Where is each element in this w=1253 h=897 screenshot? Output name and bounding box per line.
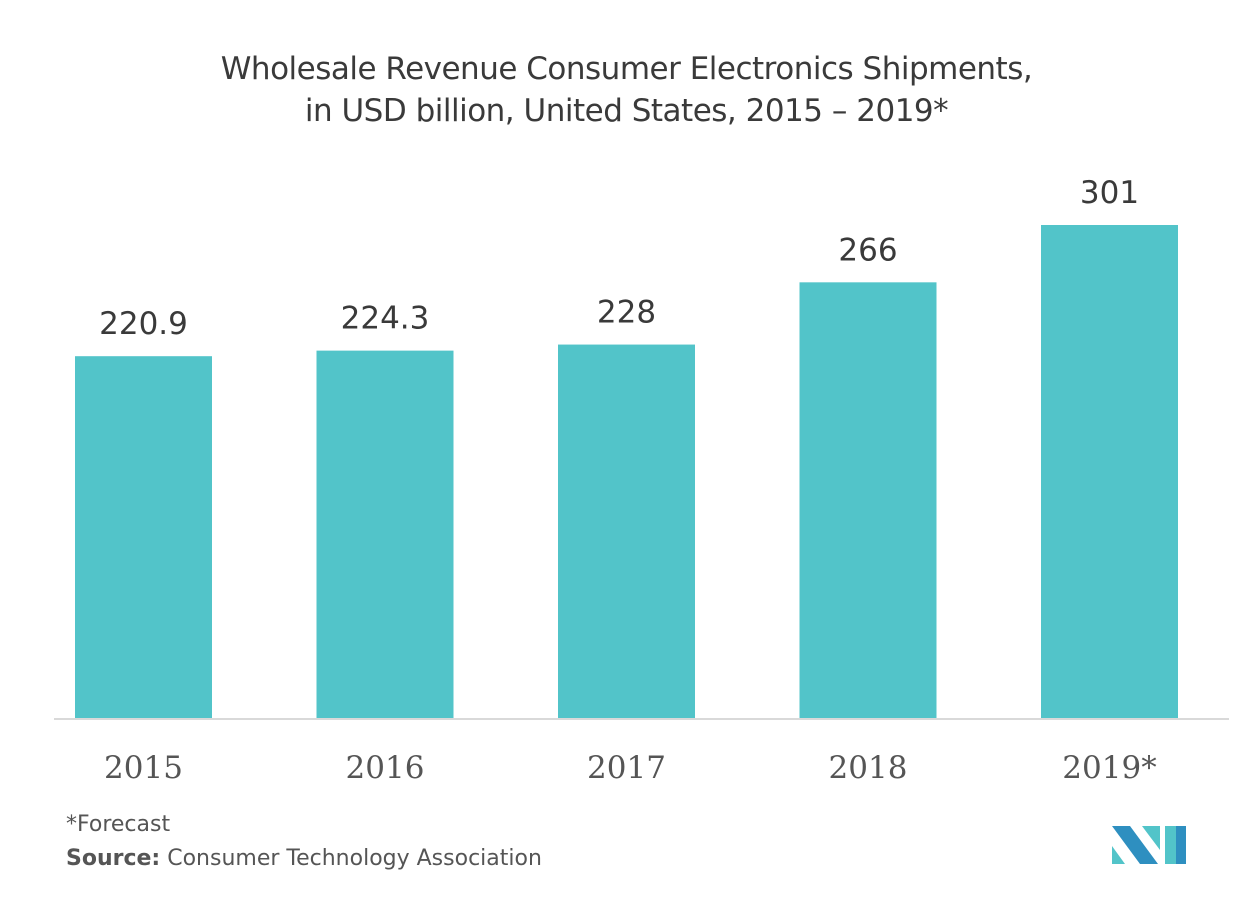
source-text: Consumer Technology Association <box>160 846 542 871</box>
bar-2016 <box>316 350 454 718</box>
logo-icon <box>1112 826 1186 864</box>
data-label: 228 <box>597 295 656 331</box>
chart-title: Wholesale Revenue Consumer Electronics S… <box>0 48 1253 132</box>
x-tick-label: 2016 <box>346 750 425 786</box>
x-tick-label: 2015 <box>104 750 183 786</box>
bar-2017 <box>558 344 695 718</box>
title-line-1: Wholesale Revenue Consumer Electronics S… <box>220 51 1033 87</box>
footnote: *Forecast <box>66 812 171 837</box>
data-label: 224.3 <box>341 301 430 337</box>
source-label: Source: <box>66 846 161 871</box>
source-line: Source: Consumer Technology Association <box>66 846 542 871</box>
data-label: 266 <box>838 232 897 268</box>
bar-2015 <box>75 356 212 718</box>
bar-2019 <box>1041 225 1178 718</box>
data-label: 220.9 <box>99 306 188 342</box>
x-tick-label: 2019* <box>1062 750 1156 786</box>
x-tick-label: 2018 <box>829 750 908 786</box>
bar-2018 <box>799 282 937 718</box>
x-tick-label: 2017 <box>587 750 666 786</box>
data-label: 301 <box>1080 175 1139 211</box>
title-line-2: in USD billion, United States, 2015 – 20… <box>304 93 949 129</box>
